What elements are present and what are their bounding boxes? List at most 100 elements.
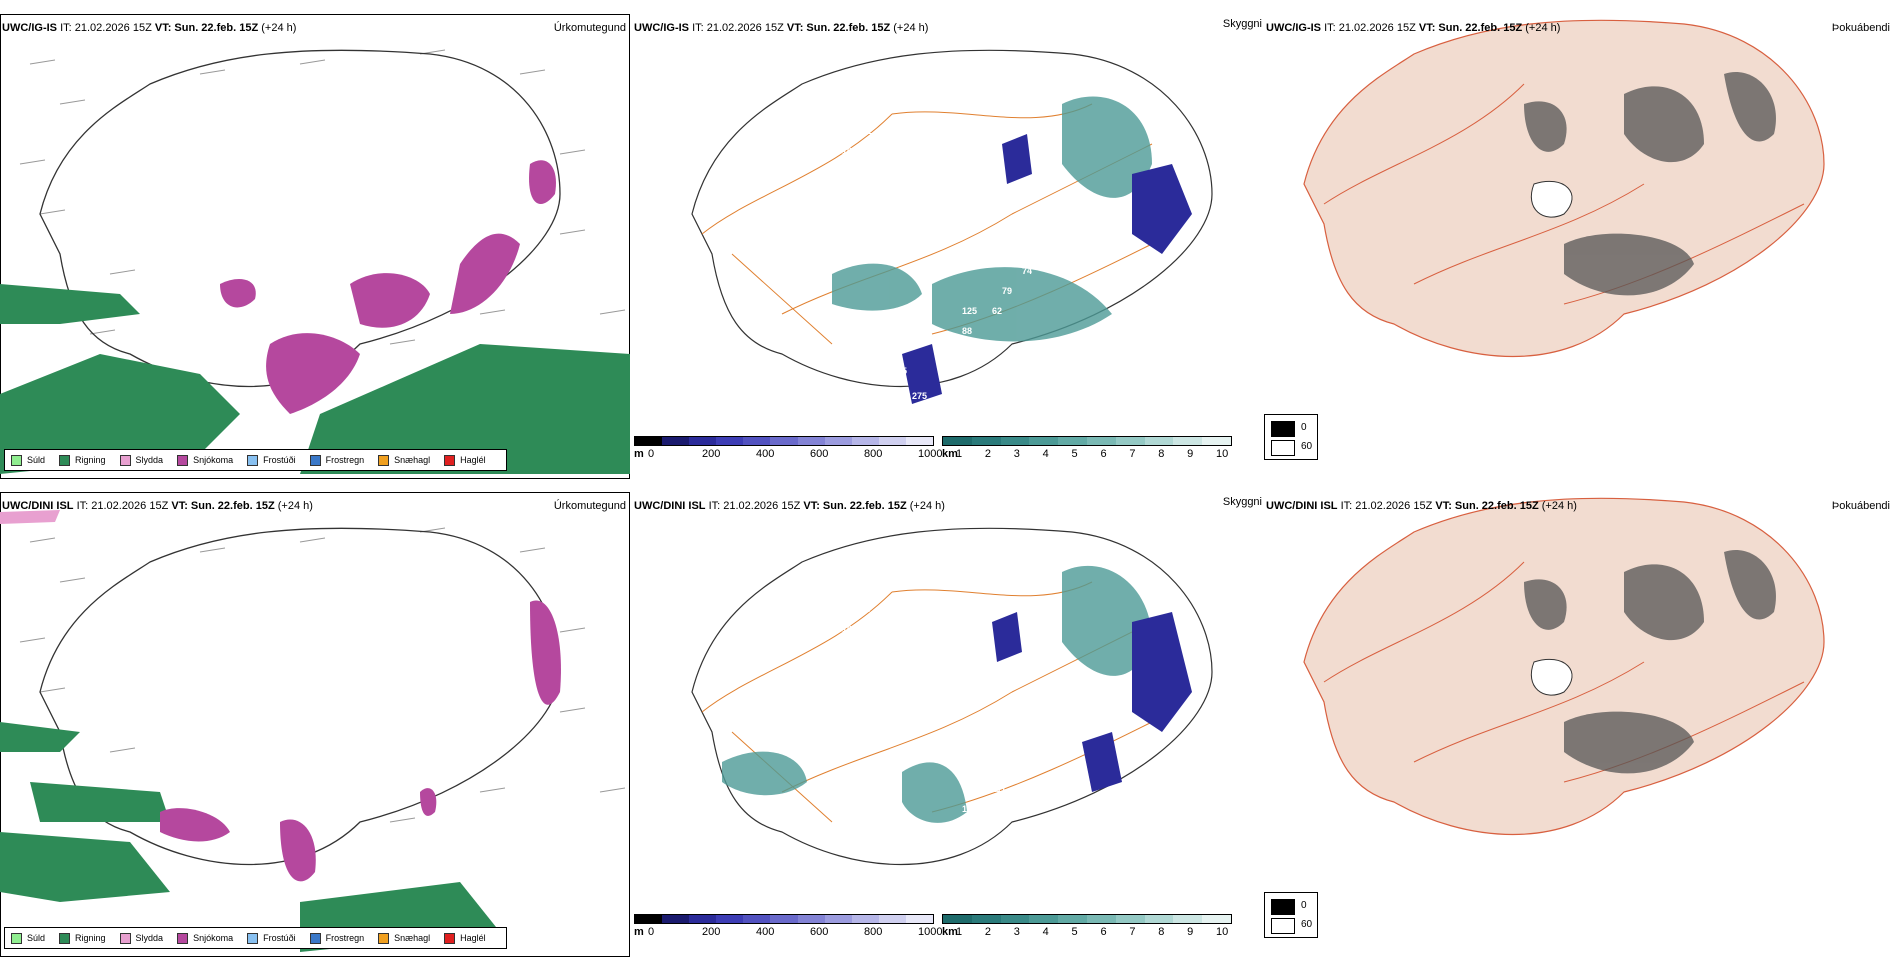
legend-swatch xyxy=(59,932,71,944)
visibility-value-label: 12 xyxy=(912,869,922,879)
fog-map xyxy=(1303,497,1825,835)
legend-item: Slydda xyxy=(119,454,164,466)
colorbar-tick: 0 xyxy=(648,448,655,460)
colorbar-swatch xyxy=(1086,915,1116,923)
roads xyxy=(701,581,1173,823)
panel-title: UWC/DINI ISL IT: 21.02.2026 15Z VT: Sun.… xyxy=(1266,500,1577,512)
visibility-value-label: 210 xyxy=(892,844,907,854)
visibility-value-label: 88 xyxy=(962,326,972,336)
visibility-value-label: 142 xyxy=(952,634,967,644)
fog-legend: 0 60 xyxy=(1264,892,1318,938)
legend-swatch xyxy=(444,454,456,466)
colorbar-swatch xyxy=(1115,437,1145,445)
colorbar-swatch xyxy=(797,915,825,923)
legend-item: Haglél xyxy=(444,932,486,944)
fog-legend-swatch-black xyxy=(1271,899,1295,915)
colorbar-tick: 6 xyxy=(1100,448,1107,460)
visibility-value-label: 129 xyxy=(902,644,917,654)
colorbar-swatch xyxy=(1144,437,1174,445)
visibility-value-label: 93 xyxy=(1002,764,1012,774)
colorbar-tick: 400 xyxy=(756,448,775,460)
visibility-value-label: 136 xyxy=(872,176,887,186)
visibility-value-label: 19 xyxy=(982,106,992,116)
visibility-value-label: 11 xyxy=(992,604,1002,614)
visibility-value-label: 1 xyxy=(882,236,887,246)
colorbar-swatch xyxy=(1144,915,1174,923)
visibility-value-label: 101 xyxy=(872,654,887,664)
colorbar-tick: 9 xyxy=(1187,448,1194,460)
colorbar-unit: m xyxy=(634,448,644,460)
snow-areas xyxy=(220,160,556,414)
visibility-value-label: 12 xyxy=(1072,196,1082,206)
legend-label: Snjókoma xyxy=(193,933,234,943)
colorbar-swatch xyxy=(1029,915,1059,923)
visibility-value-label: 538 xyxy=(882,256,897,266)
panel-title: UWC/IG-IS IT: 21.02.2026 15Z VT: Sun. 22… xyxy=(2,22,297,34)
colorbar-swatch xyxy=(1115,915,1145,923)
panel-title: UWC/DINI ISL IT: 21.02.2026 15Z VT: Sun.… xyxy=(2,500,313,512)
snow-areas xyxy=(160,600,561,882)
visibility-value-label: 14 xyxy=(1052,176,1062,186)
legend-swatch xyxy=(119,932,131,944)
visibility-value-label: 165 xyxy=(892,366,907,376)
precip-type-title: Úrkomutegund xyxy=(553,500,626,512)
colorbar-swatch xyxy=(1086,437,1116,445)
colorbar-tick: 1000 xyxy=(918,448,943,460)
colorbar-tick: 7 xyxy=(1129,926,1136,938)
visibility-value-label: 88 xyxy=(912,664,922,674)
low-vis-areas xyxy=(722,565,1152,823)
legend-item: Haglél xyxy=(444,454,486,466)
colorbar-tick: 4 xyxy=(1042,926,1049,938)
visibility-value-label: 123 xyxy=(932,644,947,654)
colorbar-swatch xyxy=(851,915,879,923)
visibility-value-label: 79 xyxy=(1002,286,1012,296)
colorbar-swatch xyxy=(905,437,934,445)
legend-item: Snæhagl xyxy=(378,454,430,466)
colorbar-swatch xyxy=(905,915,934,923)
colorbar-swatch xyxy=(743,915,771,923)
visibility-value-label: 10 xyxy=(1032,156,1042,166)
visibility-value-label: 107 xyxy=(902,704,917,714)
visibility-value-label: 125 xyxy=(962,306,977,316)
visibility-value-label: 33 xyxy=(972,624,982,634)
colorbar-swatch xyxy=(770,915,798,923)
colorbar-tick: 1 xyxy=(956,448,963,460)
colorbar-swatch xyxy=(743,437,771,445)
colorbar-swatch xyxy=(1202,437,1231,445)
legend-label: Súld xyxy=(27,933,46,943)
fog-title: Þokuábendi xyxy=(1831,500,1890,512)
legend-item: Frostregn xyxy=(309,454,365,466)
legend-label: Frostregn xyxy=(325,455,365,465)
legend-item: Snjókoma xyxy=(177,932,234,944)
visibility-value-label: 96 xyxy=(982,584,992,594)
legend-swatch xyxy=(309,454,321,466)
visibility-panel-1: 106 20 12 136 35 51 19 70 42 143 12 7 92 1 538 74 79 62 12… xyxy=(632,14,1262,479)
legend-label: Snjókoma xyxy=(193,455,234,465)
colorbar-swatch xyxy=(662,437,690,445)
colorbar-swatch xyxy=(1000,437,1030,445)
legend-swatch xyxy=(177,932,189,944)
colorbar-swatch xyxy=(943,915,972,923)
colorbar-tick: 6 xyxy=(1100,926,1107,938)
legend-item: Rigning xyxy=(59,932,106,944)
visibility-value-label: 76 xyxy=(882,734,892,744)
colorbar-swatch xyxy=(1000,915,1030,923)
height-colorbar-swatches xyxy=(634,436,934,446)
colorbar-tick: 7 xyxy=(1129,448,1136,460)
precip-type-panel-2: UWC/DINI ISL IT: 21.02.2026 15Z VT: Sun.… xyxy=(0,492,630,957)
colorbar-tick: 800 xyxy=(864,926,883,938)
glacier-outline xyxy=(1530,658,1573,696)
visibility-title: Skyggni xyxy=(1222,18,1262,30)
colorbar-tick: 1 xyxy=(956,926,963,938)
legend-item: Frostúði xyxy=(247,454,296,466)
visibility-colorbar-ticks: km 1 2 3 4 5 6 7 8 9 10 xyxy=(942,924,1232,938)
legend-label: Frostregn xyxy=(325,933,365,943)
colorbar-swatch xyxy=(878,437,906,445)
legend-label: Slydda xyxy=(135,455,164,465)
fog-legend: 0 60 xyxy=(1264,414,1318,460)
visibility-value-label: 106 xyxy=(1022,744,1037,754)
colorbar-swatch xyxy=(770,437,798,445)
visibility-colorbar: km 1 2 3 4 5 6 7 8 9 10 xyxy=(942,436,1232,460)
